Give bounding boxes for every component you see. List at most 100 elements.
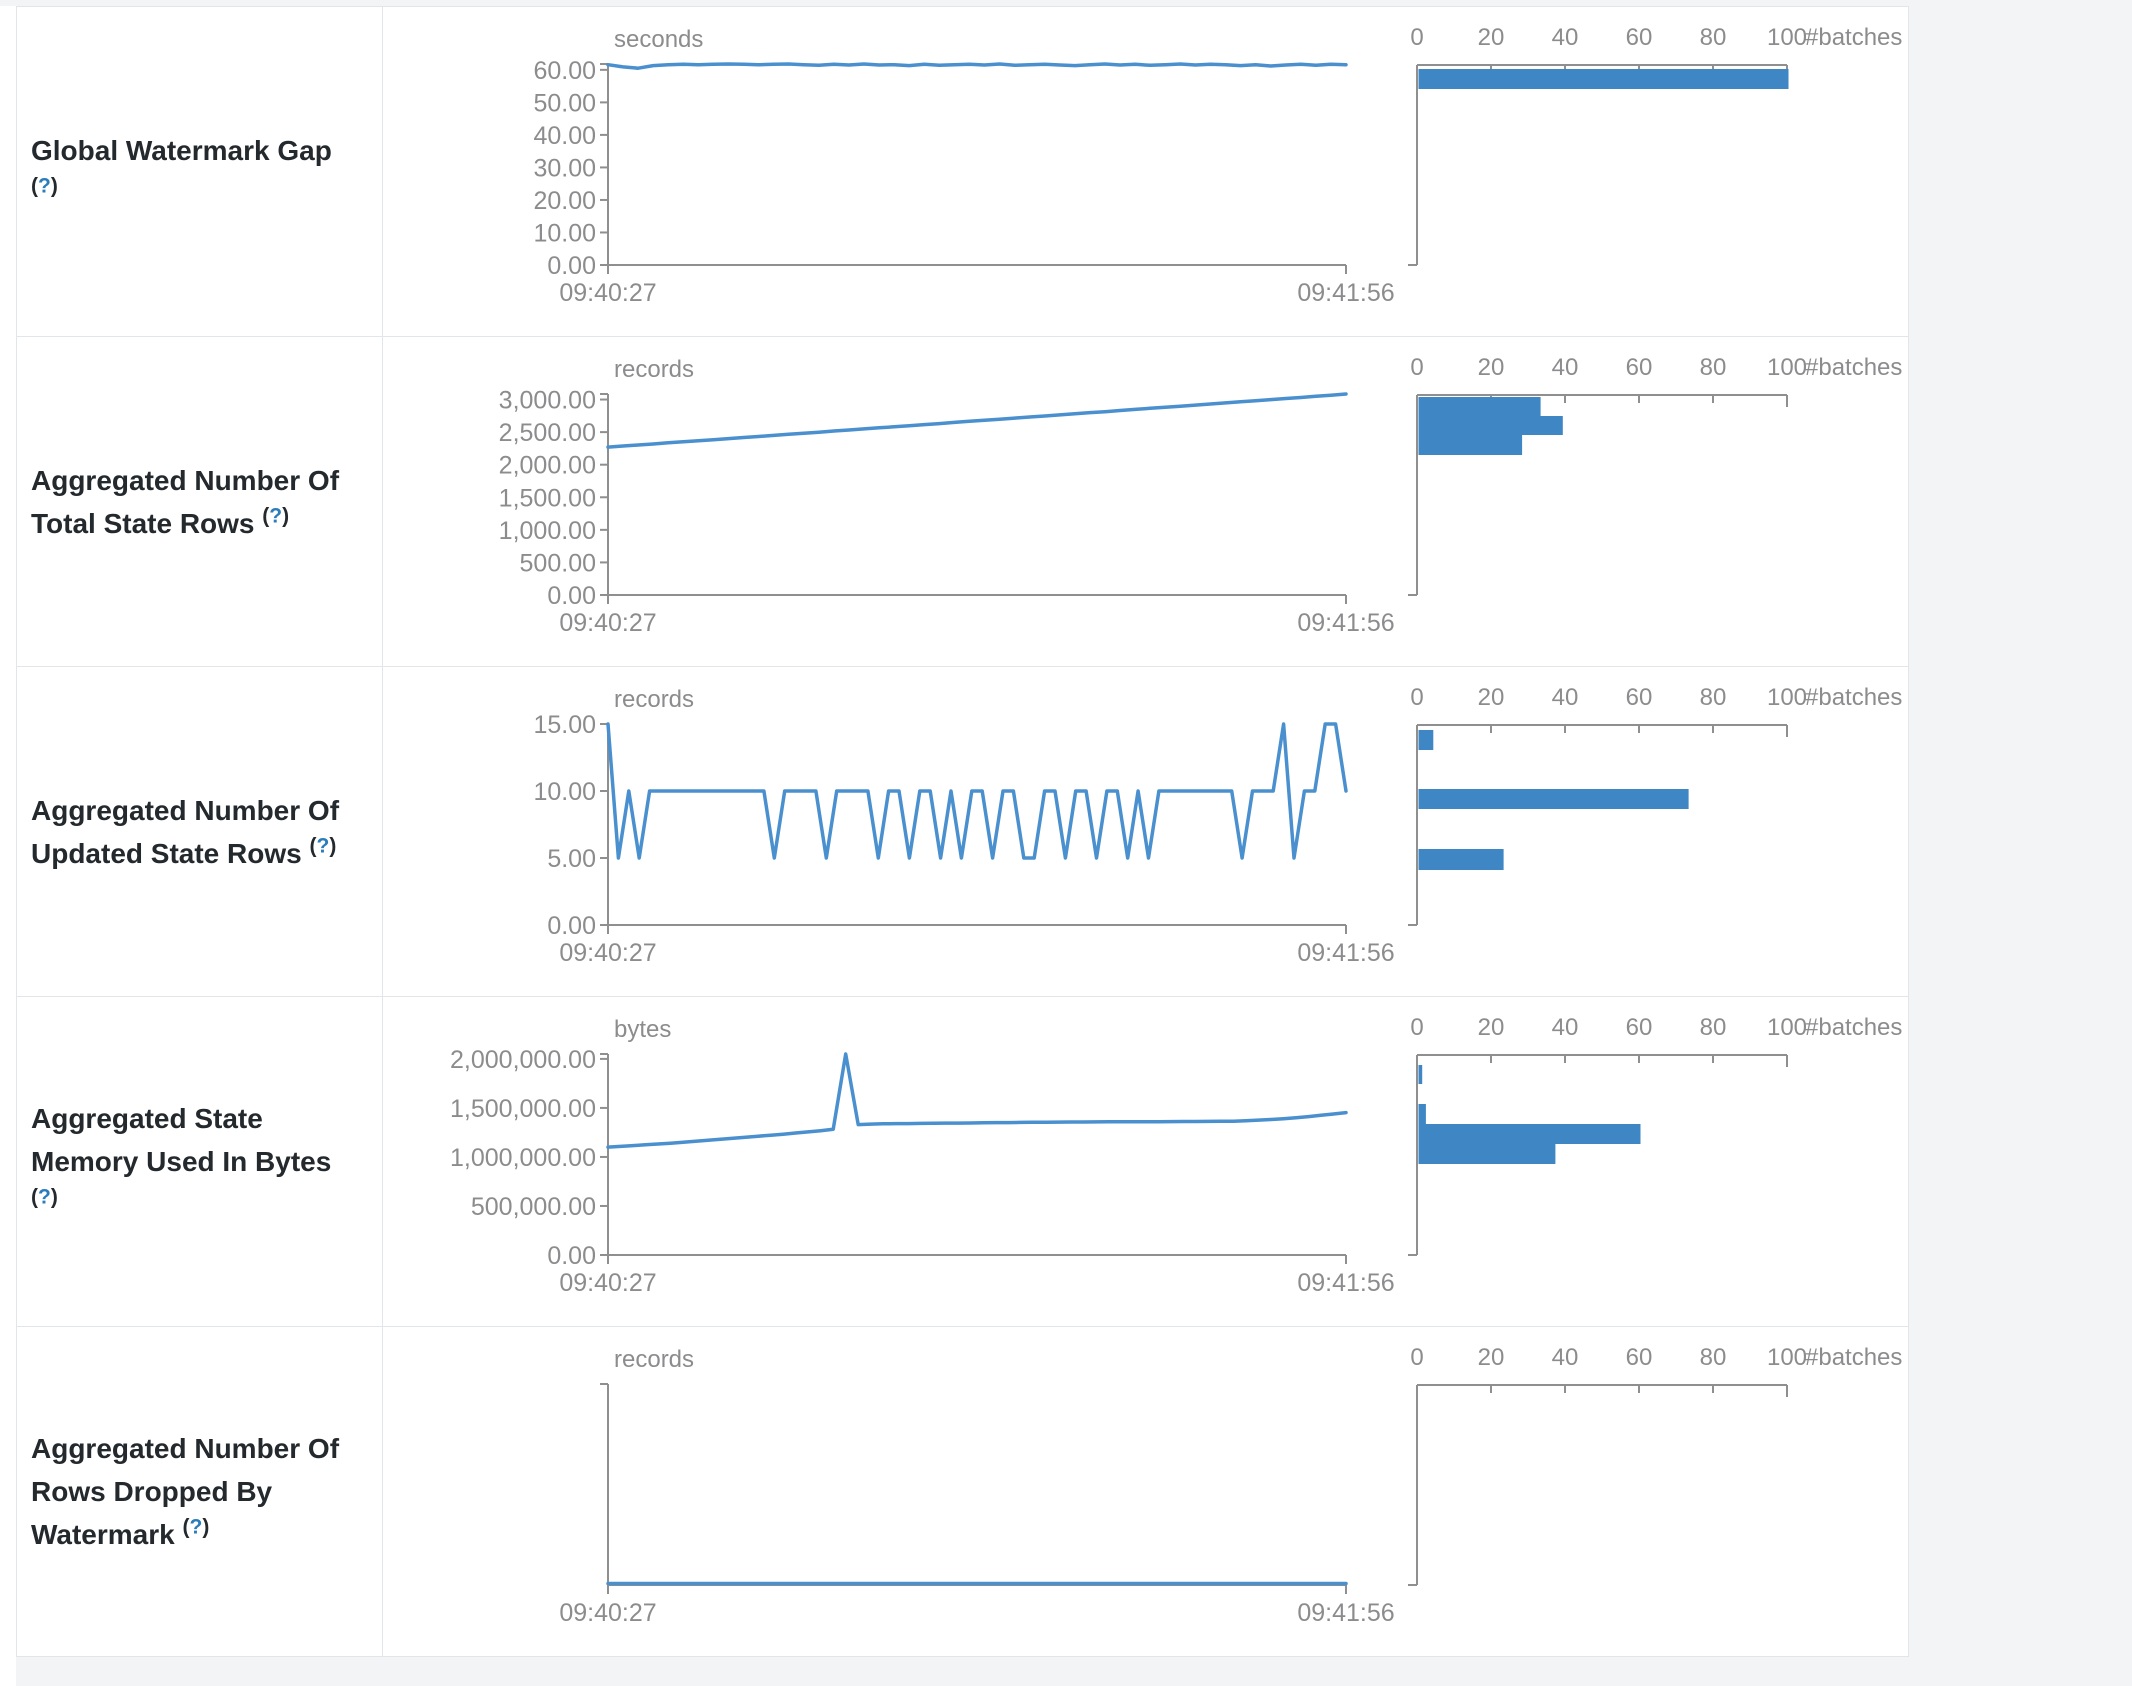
metric-help-link[interactable]: ?	[189, 1515, 203, 1539]
y-tick-label: 40.00	[533, 122, 596, 150]
y-tick-label: 1,000.00	[499, 517, 596, 545]
metric-label: Aggregated Number Of Total State Rows (?…	[31, 459, 365, 545]
metric-help-link[interactable]: ?	[316, 834, 330, 858]
timeline-line	[606, 62, 1348, 70]
histogram-tick-label: 80	[1700, 24, 1727, 51]
y-tick-label: 2,500.00	[499, 419, 596, 447]
metric-row-aggregated-updated-state-rows: Aggregated Number Of Updated State Rows …	[17, 667, 1908, 997]
metric-label-cell: Aggregated Number Of Updated State Rows …	[17, 667, 383, 996]
histogram-chart-cell: 0 20 40 60 80 100 #batches	[1405, 997, 1908, 1326]
metric-help: (?)	[309, 834, 337, 858]
histogram-chart: 0 20 40 60 80 100#batches	[1408, 354, 1902, 596]
histogram-axis-label: #batches	[1805, 1344, 1902, 1371]
y-tick-label: 0.00	[547, 582, 596, 610]
x-tick-label-start: 09:40:27	[559, 1269, 656, 1297]
histogram-tick-label: 0	[1410, 354, 1423, 381]
y-axis-ticks: 0.00 5.00 10.00 15.00	[533, 711, 608, 940]
histogram-tick-label: 0	[1410, 1344, 1423, 1371]
y-tick-label: 60.00	[533, 57, 596, 85]
histogram-tick-label: 40	[1552, 24, 1579, 51]
histogram-bar	[1418, 1144, 1556, 1164]
histogram-tick-label: 80	[1700, 1344, 1727, 1371]
histogram-tick-label: 100	[1767, 684, 1807, 711]
histogram-bars	[1418, 69, 1789, 89]
timeline-chart-cell: bytes 0.00 500,000.00 1,000,000.00 1,500,000…	[383, 997, 1405, 1326]
histogram-x-ticks: 0 20 40 60 80 100	[1410, 24, 1807, 77]
metric-label: Global Watermark Gap (?)	[31, 129, 365, 215]
histogram-tick-label: 40	[1552, 1014, 1579, 1041]
y-tick-label: 10.00	[533, 219, 596, 247]
metric-help-link[interactable]: ?	[269, 504, 283, 528]
histogram-bar	[1418, 1104, 1426, 1124]
histogram-tick-label: 20	[1478, 1344, 1505, 1371]
metric-label-cell: Aggregated Number Of Rows Dropped By Wat…	[17, 1327, 383, 1656]
metric-label-cell: Global Watermark Gap (?)	[17, 7, 383, 336]
histogram-axis-label: #batches	[1805, 354, 1902, 381]
timeline-chart: records 09:40:27 09:41:56	[559, 1346, 1394, 1627]
timeline-line	[606, 1052, 1348, 1149]
unit-label: records	[614, 356, 694, 383]
x-tick-label-end: 09:41:56	[1297, 279, 1394, 307]
unit-label: seconds	[614, 26, 703, 53]
y-tick-label: 0.00	[547, 1242, 596, 1270]
histogram-bar	[1418, 416, 1563, 435]
metric-help: (?)	[31, 1185, 58, 1209]
timeline-line	[606, 392, 1348, 449]
histogram-bar	[1418, 730, 1434, 750]
metric-help: (?)	[31, 174, 58, 198]
histogram-x-ticks: 0 20 40 60 80 100	[1410, 354, 1807, 407]
histogram-x-ticks: 0 20 40 60 80 100	[1410, 684, 1807, 737]
metric-row-aggregated-state-memory-used: Aggregated State Memory Used In Bytes (?…	[17, 997, 1908, 1327]
metric-label: Aggregated Number Of Updated State Rows …	[31, 789, 365, 875]
y-tick-label: 5.00	[547, 845, 596, 873]
timeline-chart: bytes 0.00 500,000.00 1,000,000.00 1,500,000…	[450, 1016, 1395, 1297]
histogram-tick-label: 100	[1767, 24, 1807, 51]
histogram-tick-label: 0	[1410, 1014, 1423, 1041]
histogram-chart: 0 20 40 60 80 100#batches	[1408, 1344, 1902, 1586]
y-tick-label: 1,000,000.00	[450, 1144, 596, 1172]
timeline-chart-cell: records 0.00 500.00 1,000.00 1,500.00 2,000.0…	[383, 337, 1405, 666]
histogram-chart-cell: 0 20 40 60 80 100 #batches	[1405, 337, 1908, 666]
y-axis-ticks: 0.00 500,000.00 1,000,000.00 1,500,000.00 2,…	[450, 1046, 608, 1270]
y-tick-label: 15.00	[533, 711, 596, 739]
metric-row-aggregated-total-state-rows: Aggregated Number Of Total State Rows (?…	[17, 337, 1908, 667]
histogram-bar	[1418, 1065, 1423, 1084]
metric-help-link[interactable]: ?	[38, 1185, 51, 1209]
histogram-tick-label: 20	[1478, 24, 1505, 51]
histogram-chart-cell: 0 20 40 60 80 100 #batches	[1405, 667, 1908, 996]
metric-help: (?)	[262, 504, 290, 528]
unit-label: bytes	[614, 1016, 671, 1043]
y-tick-label: 20.00	[533, 187, 596, 215]
metric-label-cell: Aggregated Number Of Total State Rows (?…	[17, 337, 383, 666]
metric-label: Aggregated State Memory Used In Bytes (?…	[31, 1097, 365, 1226]
metric-help-link[interactable]: ?	[38, 174, 51, 198]
x-tick-label-start: 09:40:27	[559, 939, 656, 967]
metric-label-cell: Aggregated State Memory Used In Bytes (?…	[17, 997, 383, 1326]
histogram-tick-label: 20	[1478, 354, 1505, 381]
histogram-chart: 0 20 40 60 80 100#batches	[1408, 684, 1902, 926]
histogram-tick-label: 0	[1410, 684, 1423, 711]
histogram-axis-label: #batches	[1805, 1014, 1902, 1041]
y-tick-label: 500,000.00	[471, 1193, 596, 1221]
y-axis-ticks: 0.00 500.00 1,000.00 1,500.00 2,000.00 2,500.…	[499, 387, 608, 610]
timeline-chart-cell: records 0.00 5.00 10.00 15.00 09:40:27 09:41:5…	[383, 667, 1405, 996]
histogram-tick-label: 60	[1626, 354, 1653, 381]
histogram-tick-label: 20	[1478, 1014, 1505, 1041]
y-tick-label: 1,500,000.00	[450, 1095, 596, 1123]
x-tick-label-end: 09:41:56	[1297, 1269, 1394, 1297]
metric-label-text: Aggregated Number Of Rows Dropped By Wat…	[31, 1433, 340, 1550]
histogram-bars	[1418, 1065, 1641, 1164]
histogram-bars	[1418, 397, 1563, 455]
unit-label: records	[614, 1346, 694, 1373]
y-tick-label: 1,500.00	[499, 484, 596, 512]
page-left-gutter	[0, 6, 16, 1686]
histogram-axis-label: #batches	[1805, 684, 1902, 711]
y-tick-label: 2,000.00	[499, 452, 596, 480]
histogram-chart: 0 20 40 60 80 100#batches	[1408, 24, 1902, 266]
histogram-tick-label: 80	[1700, 1014, 1727, 1041]
x-tick-label-start: 09:40:27	[559, 279, 656, 307]
histogram-tick-label: 60	[1626, 684, 1653, 711]
histogram-bar	[1418, 1124, 1641, 1144]
unit-label: records	[614, 686, 694, 713]
histogram-tick-label: 60	[1626, 1344, 1653, 1371]
